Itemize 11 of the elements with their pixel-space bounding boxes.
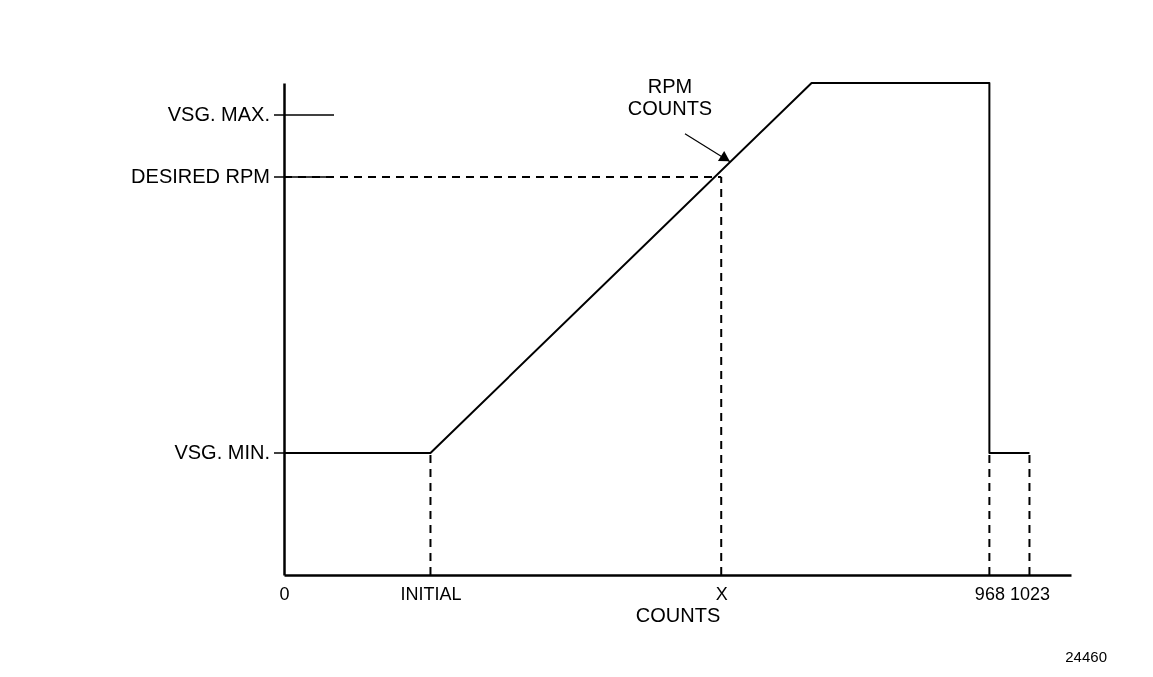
ref-line-label: VSG. MIN.	[174, 440, 270, 463]
text: 24460	[1065, 648, 1107, 665]
x-tick-label: INITIAL	[400, 583, 462, 604]
annotation: RPM COUNTS	[627, 74, 713, 119]
x-tick-label: 0	[279, 583, 290, 604]
ref-line-label: VSG. MAX.	[167, 102, 270, 125]
x-tick-label: 1023	[1009, 583, 1050, 604]
x-axis-title: COUNTS	[635, 603, 721, 626]
x-tick-label: 968	[974, 583, 1005, 604]
x-tick-label: X	[715, 583, 728, 604]
ref-line-label: DESIRED RPM	[131, 164, 270, 187]
